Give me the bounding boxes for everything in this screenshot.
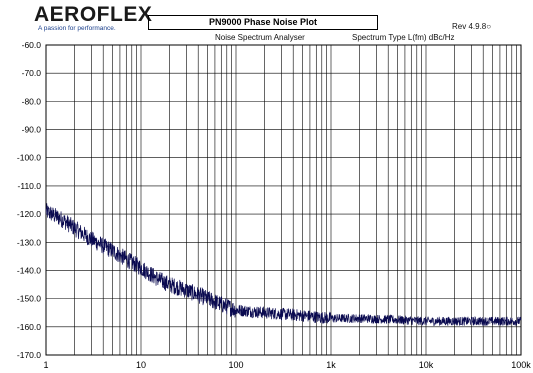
rev-circle-icon: ○ bbox=[486, 22, 492, 31]
y-tick-label: -120.0 bbox=[17, 209, 41, 219]
plot-frame bbox=[45, 44, 522, 356]
revision-text: Rev 4.9.8 bbox=[452, 22, 487, 31]
y-tick-label: -60.0 bbox=[22, 40, 42, 50]
x-tick-label: 10k bbox=[419, 360, 434, 370]
logo-wordmark: AEROFLEX bbox=[34, 3, 153, 26]
aeroflex-logo: AEROFLEX A passion for performance. bbox=[34, 3, 153, 33]
plot-title: PN9000 Phase Noise Plot bbox=[148, 15, 378, 30]
y-tick-label: -170.0 bbox=[17, 350, 41, 360]
phase-noise-trace bbox=[45, 203, 522, 327]
y-tick-label: -110.0 bbox=[18, 181, 42, 191]
y-tick-label: -100.0 bbox=[17, 153, 41, 163]
analyser-label: Noise Spectrum Analyser bbox=[215, 33, 305, 42]
x-tick-label: 10 bbox=[136, 360, 146, 370]
x-tick-label: 100 bbox=[228, 360, 243, 370]
x-tick-label: 1k bbox=[326, 360, 336, 370]
y-tick-label: -150.0 bbox=[17, 294, 41, 304]
x-tick-label: 100k bbox=[511, 360, 531, 370]
spectrum-type-label: Spectrum Type L(fm) dBc/Hz bbox=[352, 33, 455, 42]
x-tick-labels: 1 10 100 1k 10k 100k bbox=[43, 360, 531, 370]
y-tick-label: -80.0 bbox=[22, 96, 42, 106]
y-tick-label: -140.0 bbox=[17, 265, 41, 275]
y-tick-label: -70.0 bbox=[22, 68, 42, 78]
x-tick-label: 1 bbox=[43, 360, 48, 370]
revision-label: Rev 4.9.8○ bbox=[452, 22, 491, 31]
y-tick-label: -130.0 bbox=[17, 237, 41, 247]
y-tick-labels: -60.0 -70.0 -80.0 -90.0 -100.0 -110.0 -120.0 -1… bbox=[17, 40, 41, 360]
logo-tagline: A passion for performance. bbox=[38, 25, 116, 32]
y-tick-label: -160.0 bbox=[17, 322, 41, 332]
y-tick-label: -90.0 bbox=[22, 125, 42, 135]
